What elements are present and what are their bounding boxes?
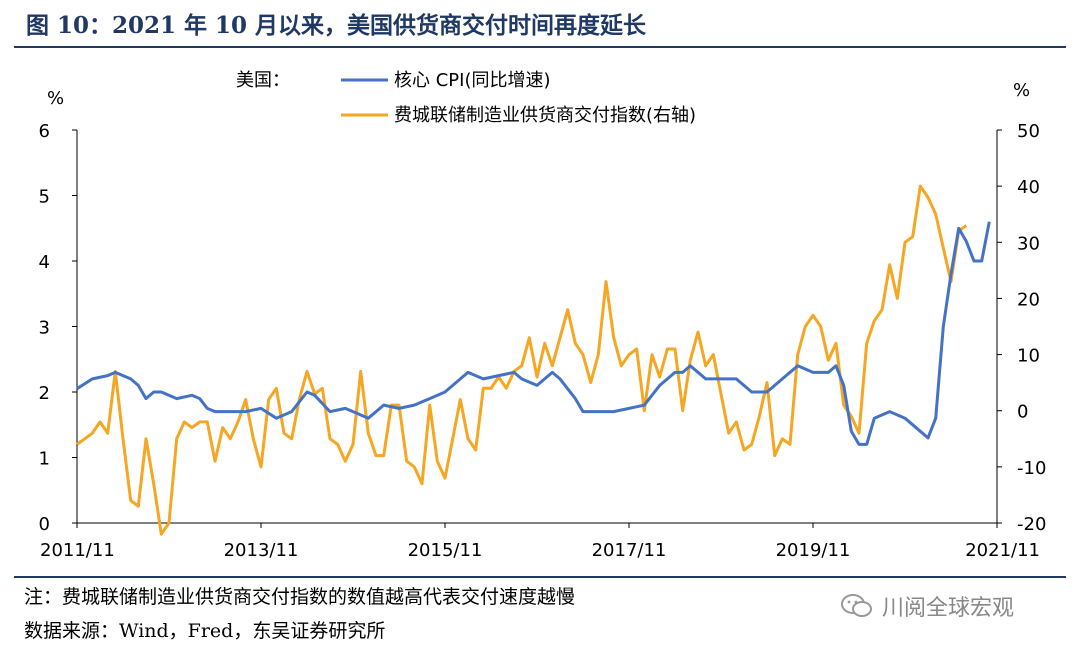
right-tick-label: 40	[1017, 177, 1040, 198]
right-tick-label: 20	[1017, 289, 1040, 310]
right-axis-unit: %	[1013, 80, 1030, 101]
legend-label-core-cpi: 核心 CPI(同比增速)	[394, 70, 551, 91]
series-line-philly-delivery	[76, 184, 968, 536]
x-tick-label: 2017/11	[592, 540, 667, 561]
left-tick-label: 5	[39, 187, 50, 208]
chart-legend: 美国： 核心 CPI(同比增速) 费城联储制造业供货商交付指数(右轴)	[236, 70, 696, 126]
x-tick-label: 2011/11	[40, 540, 115, 561]
left-tick-label: 2	[39, 383, 50, 404]
right-tick-label: 0	[1017, 402, 1028, 423]
left-tick-label: 3	[39, 318, 50, 339]
chart-axes: 0 1 2 3 4 5 6 -20 -10 0 10 20 30 40 50 2011/11 2013/11 20…	[39, 121, 1047, 561]
x-tick-label: 2021/11	[965, 540, 1040, 561]
left-tick-label: 6	[39, 121, 50, 142]
watermark-text: 川阅全球宏观	[882, 596, 1015, 621]
left-tick-label: 0	[39, 514, 50, 535]
x-tick-label: 2013/11	[224, 540, 299, 561]
right-tick-label: -20	[1017, 514, 1046, 535]
series-layer	[76, 184, 991, 536]
x-tick-label: 2019/11	[776, 540, 851, 561]
x-tick-label: 2015/11	[408, 540, 483, 561]
chart-title: 图 10：2021 年 10 月以来，美国供货商交付时间再度延长	[26, 12, 647, 39]
footer-divider	[14, 576, 1066, 578]
title-divider	[14, 46, 1066, 48]
watermark: 川阅全球宏观	[840, 590, 1014, 622]
legend-label-philly-delivery: 费城联储制造业供货商交付指数(右轴)	[394, 105, 696, 126]
wechat-icon	[841, 594, 872, 617]
chart-svg: 0 1 2 3 4 5 6 -20 -10 0 10 20 30 40 50 2011/11 2013/11 20…	[39, 70, 1047, 561]
right-tick-label: 30	[1017, 233, 1040, 254]
legend-prefix: 美国：	[236, 70, 290, 91]
series-line-core-cpi	[76, 221, 991, 446]
left-tick-label: 4	[39, 252, 50, 273]
chart-note: 注：费城联储制造业供货商交付指数的数值越高代表交付速度越慢	[24, 586, 576, 608]
right-tick-label: 50	[1017, 121, 1040, 142]
left-tick-label: 1	[39, 449, 50, 470]
left-axis-unit: %	[47, 88, 64, 109]
right-tick-label: -10	[1017, 458, 1046, 479]
right-tick-label: 10	[1017, 346, 1040, 367]
data-source: 数据来源：Wind，Fred，东吴证券研究所	[24, 620, 386, 642]
